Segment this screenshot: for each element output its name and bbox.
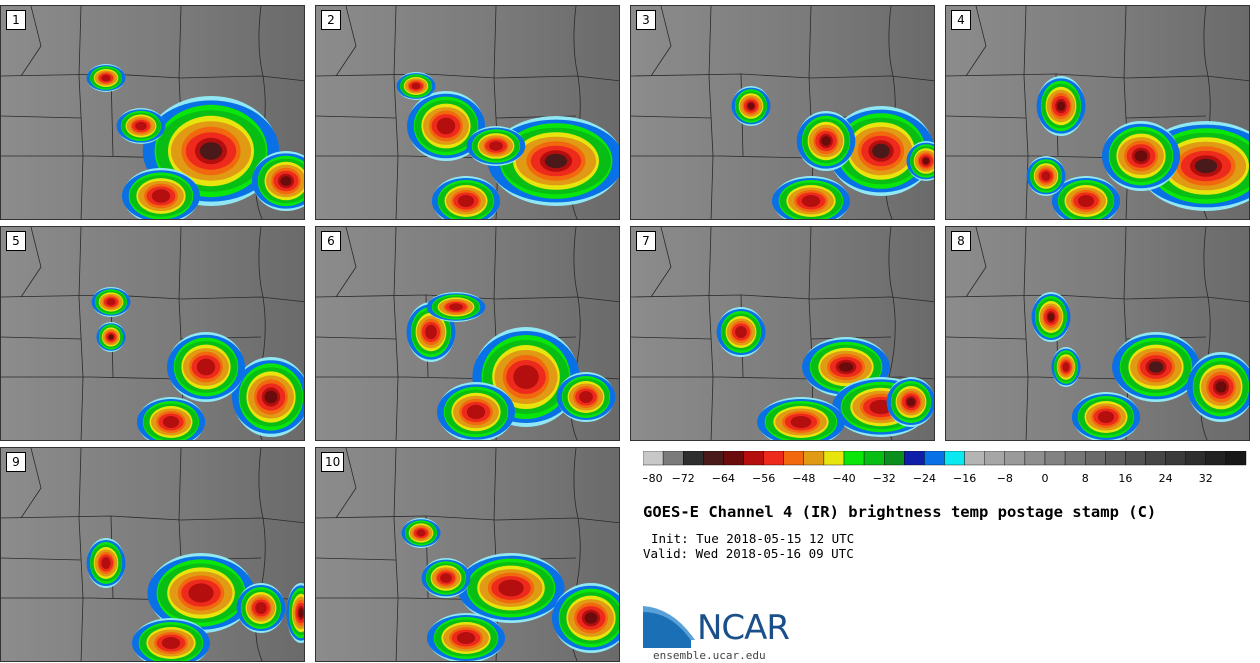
- colorbar-tick-label: −8: [997, 472, 1013, 485]
- colorbar-swatch: [863, 451, 885, 466]
- colorbar-swatch: [904, 451, 925, 466]
- colorbar-swatch: [723, 451, 744, 466]
- colorbar-swatch: [763, 451, 784, 466]
- panel-9: 9: [0, 447, 305, 662]
- colorbar-swatch: [1085, 451, 1106, 466]
- panel-number-label: 9: [6, 452, 26, 472]
- colorbar-tick-label: 32: [1199, 472, 1213, 485]
- colorbar-tick-label: 0: [1042, 472, 1049, 485]
- panel-3: 3: [630, 5, 935, 220]
- panel-number-label: 8: [951, 231, 971, 251]
- satellite-image: [316, 227, 619, 440]
- colorbar-swatch: [944, 451, 965, 466]
- satellite-image: [1, 227, 304, 440]
- colorbar-tick-label: −24: [913, 472, 936, 485]
- satellite-image: [946, 227, 1249, 440]
- colorbar-tick-label: −56: [752, 472, 775, 485]
- colorbar-tick-label: −72: [672, 472, 695, 485]
- panel-6: 6: [315, 226, 620, 441]
- colorbar-swatch: [984, 451, 1006, 466]
- colorbar-swatch: [924, 451, 945, 466]
- panel-number-label: 4: [951, 10, 971, 30]
- panel-1: 1: [0, 5, 305, 220]
- colorbar: −80 −72 −64 −56 −48 −40 −32 −24 −16 −8 0 8 16 24 32: [643, 451, 1247, 485]
- panel-8: 8: [945, 226, 1250, 441]
- panel-4: 4: [945, 5, 1250, 220]
- satellite-image: [1, 6, 304, 219]
- satellite-image: [1, 448, 304, 661]
- panel-number-label: 1: [6, 10, 26, 30]
- panel-2: 2: [315, 5, 620, 220]
- valid-time: Valid: Wed 2018-05-16 09 UTC: [643, 546, 854, 561]
- colorbar-tick-label: −80: [643, 472, 663, 485]
- colorbar-swatch: [1024, 451, 1046, 466]
- panel-7: 7: [630, 226, 935, 441]
- colorbar-swatch: [1145, 451, 1166, 466]
- satellite-image: [631, 6, 934, 219]
- panel-number-label: 5: [6, 231, 26, 251]
- colorbar-swatch: [843, 451, 865, 466]
- colorbar-swatch: [643, 451, 664, 466]
- colorbar-tick-label: 24: [1159, 472, 1173, 485]
- init-time: Init: Tue 2018-05-15 12 UTC: [651, 531, 855, 546]
- satellite-image: [631, 227, 934, 440]
- colorbar-swatch: [1105, 451, 1126, 466]
- colorbar-tick-label: 16: [1118, 472, 1132, 485]
- colorbar-tick-label: −32: [873, 472, 896, 485]
- colorbar-swatch: [1044, 451, 1066, 466]
- colorbar-swatch: [1225, 451, 1247, 466]
- colorbar-tick-label: −40: [832, 472, 855, 485]
- colorbar-tick-label: −16: [953, 472, 976, 485]
- panel-10: 10: [315, 447, 620, 662]
- colorbar-swatch: [703, 451, 724, 466]
- colorbar-swatch: [1064, 451, 1086, 466]
- panel-5: 5: [0, 226, 305, 441]
- website-url[interactable]: ensemble.ucar.edu: [653, 649, 766, 662]
- colorbar-swatch: [1205, 451, 1227, 466]
- panel-number-label: 3: [636, 10, 656, 30]
- satellite-image: [316, 6, 619, 219]
- colorbar-tick-label: −48: [792, 472, 815, 485]
- colorbar-swatch: [1165, 451, 1186, 466]
- colorbar-swatch: [823, 451, 845, 466]
- panel-number-label: 10: [321, 452, 345, 472]
- colorbar-tick-label: −64: [712, 472, 735, 485]
- satellite-image: [316, 448, 619, 661]
- colorbar-tick-label: 8: [1082, 472, 1089, 485]
- ncar-logo-text: NCAR: [697, 608, 790, 648]
- ncar-swoosh-icon: [643, 606, 695, 648]
- chart-title: GOES-E Channel 4 (IR) brightness temp po…: [643, 503, 1157, 521]
- colorbar-swatch: [803, 451, 825, 466]
- panel-number-label: 6: [321, 231, 341, 251]
- panel-number-label: 7: [636, 231, 656, 251]
- colorbar-swatch: [1125, 451, 1146, 466]
- colorbar-swatch: [783, 451, 804, 466]
- colorbar-swatch: [883, 451, 905, 466]
- ncar-logo[interactable]: NCAR: [643, 606, 793, 650]
- panel-number-label: 2: [321, 10, 341, 30]
- colorbar-swatch: [662, 451, 684, 466]
- colorbar-swatch: [743, 451, 764, 466]
- satellite-image: [946, 6, 1249, 219]
- colorbar-swatch: [964, 451, 985, 466]
- colorbar-swatch: [1004, 451, 1026, 466]
- colorbar-swatch: [1185, 451, 1207, 466]
- colorbar-swatch: [683, 451, 704, 466]
